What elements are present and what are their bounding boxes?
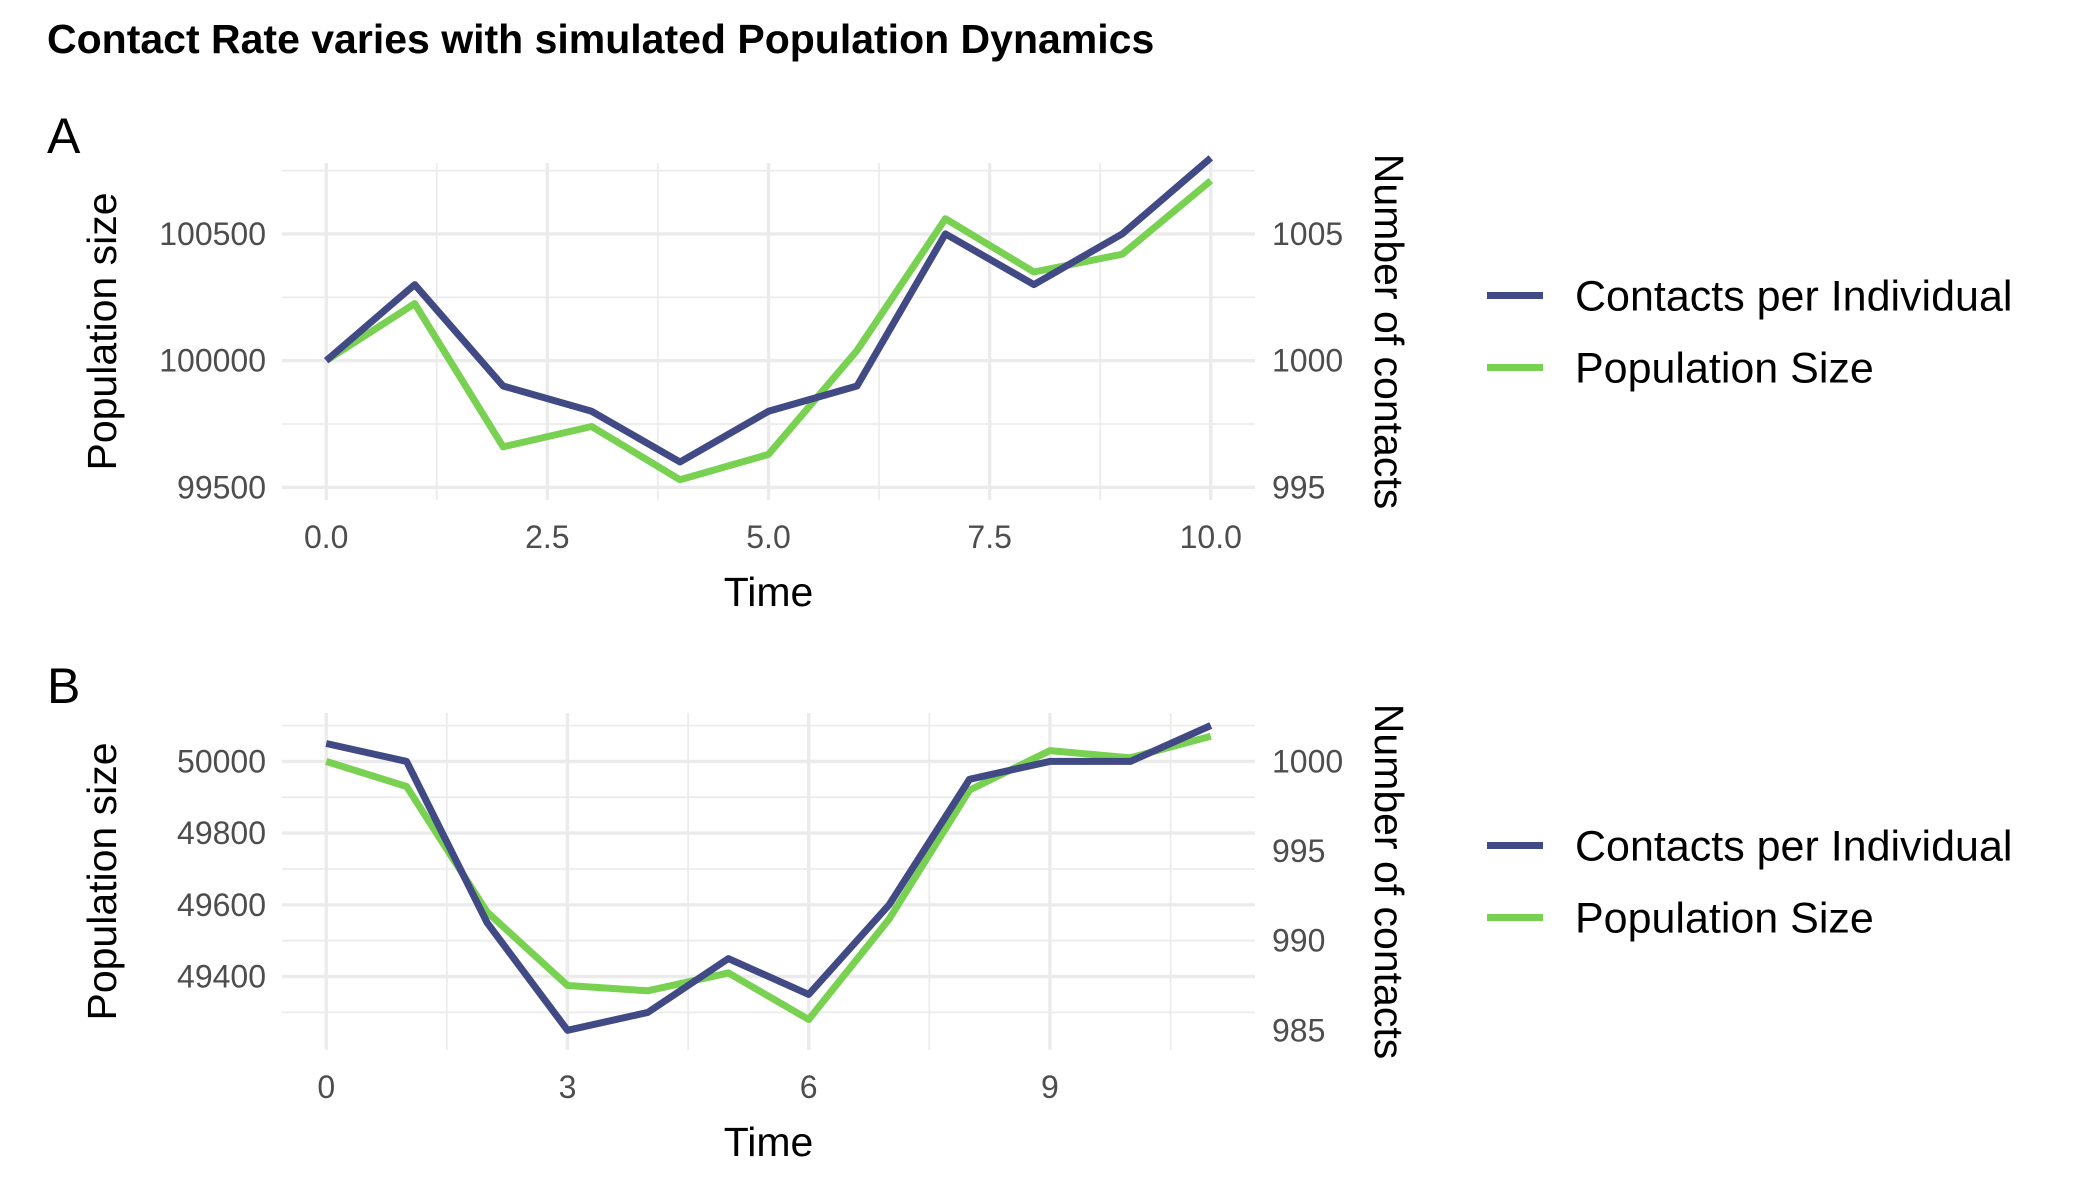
y-tick-label: 49800 xyxy=(177,815,266,851)
y2-axis-title: Number of contacts xyxy=(1366,704,1412,1060)
panel-b: B 0 3 6 9 49400 49600 49800 50000 985 990 995 1000 Ti… xyxy=(47,658,2012,1165)
x-tick-label: 0 xyxy=(317,1069,335,1105)
y2-tick-label: 995 xyxy=(1272,833,1325,869)
contacts-series-line xyxy=(325,722,1213,1034)
x-tick-label: 6 xyxy=(800,1069,818,1105)
legend-label: Population Size xyxy=(1575,345,1874,393)
y-tick-label: 49400 xyxy=(177,959,266,995)
panel-a: A 0.0 2.5 5.0 7.5 10.0 99500 100000 100500 995 100… xyxy=(47,108,2012,615)
y2-tick-label: 1000 xyxy=(1272,343,1343,379)
x-axis-title: Time xyxy=(724,1119,814,1165)
x-tick-label: 0.0 xyxy=(304,519,348,555)
y-tick-label: 50000 xyxy=(177,743,266,779)
y-tick-label: 99500 xyxy=(177,469,266,505)
y-tick-label: 100500 xyxy=(159,216,266,252)
y-tick-label: 100000 xyxy=(159,343,266,379)
x-tick-label: 10.0 xyxy=(1180,519,1242,555)
x-tick-label: 9 xyxy=(1041,1069,1059,1105)
y2-tick-label: 985 xyxy=(1272,1012,1325,1048)
y-axis-title: Population size xyxy=(79,192,125,470)
legend-label: Contacts per Individual xyxy=(1575,823,2012,871)
x-tick-label: 3 xyxy=(559,1069,577,1105)
x-axis-title: Time xyxy=(724,569,814,615)
legend-label: Population Size xyxy=(1575,895,1874,943)
x-tick-label: 5.0 xyxy=(746,519,790,555)
panel-tag: B xyxy=(47,658,80,714)
x-tick-label: 2.5 xyxy=(525,519,569,555)
panel-tag: A xyxy=(47,108,81,164)
y2-tick-label: 995 xyxy=(1272,469,1325,505)
legend-label: Contacts per Individual xyxy=(1575,273,2012,321)
y2-tick-label: 990 xyxy=(1272,923,1325,959)
y2-axis-title: Number of contacts xyxy=(1366,154,1412,510)
y-tick-label: 49600 xyxy=(177,887,266,923)
y2-tick-label: 1005 xyxy=(1272,216,1343,252)
y2-tick-label: 1000 xyxy=(1272,743,1343,779)
chart-title: Contact Rate varies with simulated Popul… xyxy=(47,16,1154,62)
x-tick-label: 7.5 xyxy=(967,519,1011,555)
contacts-series-line xyxy=(323,155,1214,466)
y-axis-title: Population size xyxy=(79,742,125,1020)
